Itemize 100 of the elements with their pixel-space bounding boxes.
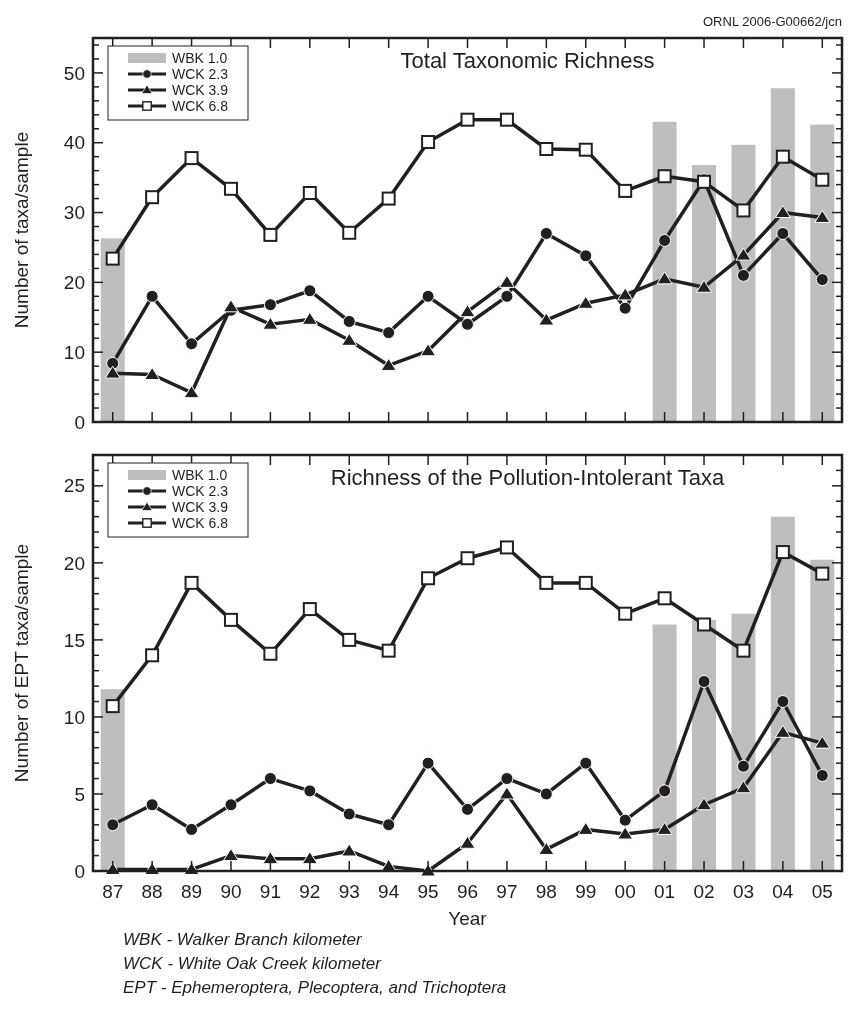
bar xyxy=(692,165,717,422)
x-tick-label: 03 xyxy=(732,881,755,902)
point xyxy=(617,287,634,301)
x-tick-label: 87 xyxy=(102,881,124,902)
y-tick-label: 5 xyxy=(74,783,85,805)
point xyxy=(498,274,515,288)
point xyxy=(498,786,515,800)
point xyxy=(185,822,199,836)
point xyxy=(657,591,672,606)
point xyxy=(618,183,633,198)
point xyxy=(461,317,474,331)
x-tick-label: 04 xyxy=(772,881,794,902)
legend-label: WCK 2.3 xyxy=(172,482,229,499)
point xyxy=(145,648,160,663)
x-tick-label: 88 xyxy=(141,881,163,902)
point xyxy=(420,343,437,357)
point xyxy=(301,311,318,325)
point xyxy=(499,112,514,127)
point xyxy=(736,643,751,658)
legend-label: WCK 3.9 xyxy=(172,498,229,515)
point xyxy=(185,337,199,351)
point xyxy=(302,186,317,200)
x-tick-label: 01 xyxy=(654,881,676,902)
y-tick-label: 10 xyxy=(63,341,85,363)
point xyxy=(223,181,238,196)
x-tick-label: 91 xyxy=(259,881,281,902)
point xyxy=(263,772,277,786)
x-tick-label: 05 xyxy=(811,881,833,902)
point xyxy=(815,768,829,782)
y-tick-label: 10 xyxy=(63,706,85,728)
point xyxy=(815,172,830,187)
point xyxy=(539,575,554,590)
x-tick-label: 97 xyxy=(496,881,518,902)
point xyxy=(461,802,474,816)
point xyxy=(104,365,121,379)
x-tick-label: 95 xyxy=(417,881,439,902)
point xyxy=(222,848,239,862)
point xyxy=(184,575,199,590)
point xyxy=(775,149,790,164)
y-axis-title: Number of EPT taxa/sample xyxy=(11,543,32,783)
point xyxy=(262,316,279,330)
point xyxy=(735,780,752,794)
point xyxy=(223,612,238,627)
x-tick-label: 89 xyxy=(180,881,203,902)
point xyxy=(774,724,791,738)
x-tick-label: 90 xyxy=(220,881,242,902)
point xyxy=(775,545,790,560)
bar xyxy=(810,124,835,422)
point xyxy=(538,841,555,855)
point xyxy=(776,226,790,240)
point xyxy=(814,209,831,223)
point xyxy=(263,298,277,312)
point xyxy=(421,756,435,770)
legend-label: WCK 6.8 xyxy=(172,514,229,531)
y-tick-label: 15 xyxy=(63,629,85,651)
point xyxy=(105,251,120,266)
point xyxy=(579,756,593,770)
y-tick-label: 0 xyxy=(74,860,85,882)
point xyxy=(696,279,713,293)
point xyxy=(656,821,673,835)
point xyxy=(184,151,199,166)
y-tick-label: 50 xyxy=(63,62,85,84)
text: EPT - Ephemeroptera, Plecoptera, and Trichoptera xyxy=(123,978,507,997)
point xyxy=(144,367,161,381)
point xyxy=(578,575,593,590)
point xyxy=(263,646,278,661)
point xyxy=(145,190,160,205)
y-axis-title: Number of taxa/sample xyxy=(11,131,32,329)
point xyxy=(183,385,200,399)
point xyxy=(303,784,317,798)
point xyxy=(618,301,632,315)
point xyxy=(577,295,594,309)
legend-label: WCK 2.3 xyxy=(172,65,229,82)
point xyxy=(222,299,239,313)
point xyxy=(382,326,396,340)
point xyxy=(774,205,791,219)
point xyxy=(658,784,672,798)
point xyxy=(262,851,279,865)
point xyxy=(578,142,593,157)
legend-label: WBK 1.0 xyxy=(172,49,228,66)
x-tick-label: 99 xyxy=(575,881,597,902)
point xyxy=(499,540,514,555)
point xyxy=(380,357,397,371)
point xyxy=(421,571,436,586)
x-tick-label: 92 xyxy=(299,881,321,902)
y-tick-label: 25 xyxy=(63,475,85,497)
point xyxy=(302,602,317,617)
point xyxy=(460,112,475,127)
point xyxy=(145,289,159,303)
text: WCK - White Oak Creek kilometer xyxy=(123,954,383,973)
x-tick-label: 98 xyxy=(535,881,557,902)
point xyxy=(421,135,436,150)
point xyxy=(577,821,594,835)
point xyxy=(341,843,358,857)
point xyxy=(382,818,396,832)
point xyxy=(459,835,476,849)
point xyxy=(539,787,553,801)
bar xyxy=(770,516,795,871)
x-tick-label: 96 xyxy=(456,881,479,902)
bar xyxy=(770,88,795,422)
